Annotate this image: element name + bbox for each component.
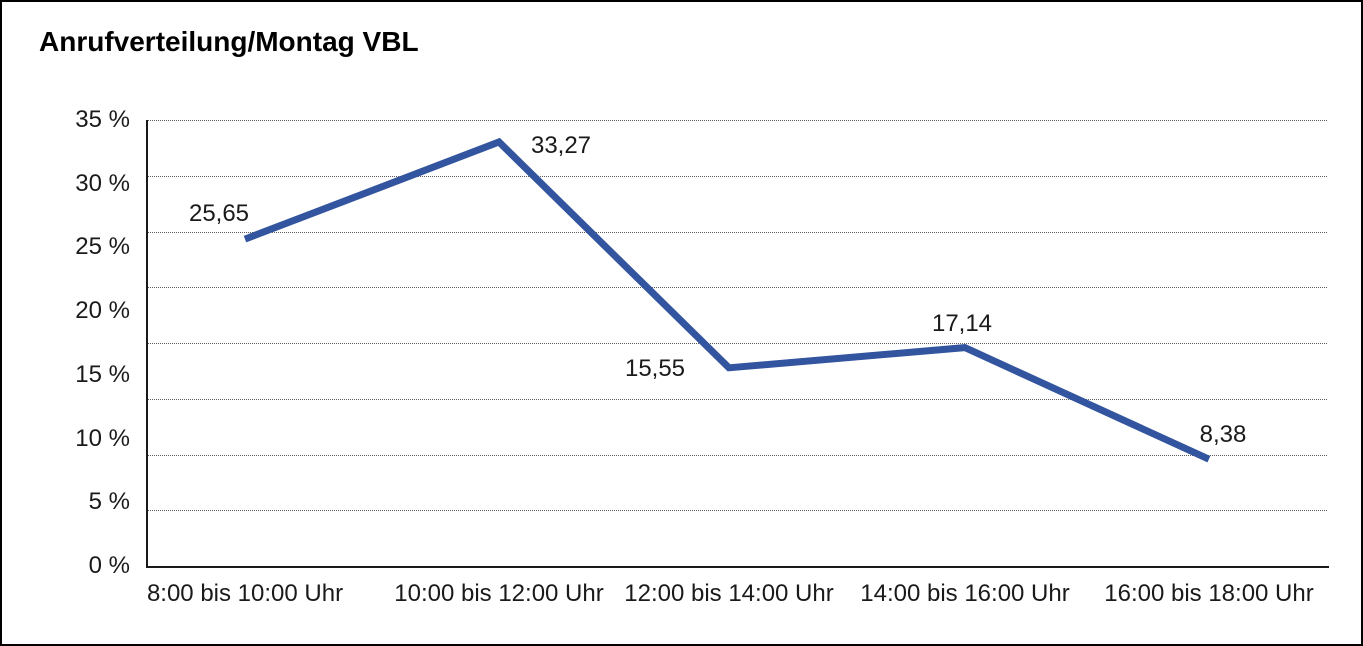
y-tick-label: 25 %: [75, 233, 130, 260]
gridline: [146, 232, 1327, 233]
gridline: [146, 120, 1327, 121]
y-axis-line: [146, 120, 148, 568]
x-tick-label: 10:00 bis 12:00 Uhr: [394, 580, 604, 607]
gridline: [146, 176, 1327, 177]
x-tick-label: 16:00 bis 18:00 Uhr: [1104, 580, 1314, 607]
gridline: [146, 399, 1327, 400]
y-tick-label: 20 %: [75, 297, 130, 324]
data-label: 33,27: [530, 132, 592, 159]
chart-title: Anrufverteilung/Montag VBL: [39, 26, 419, 57]
x-tick-label: 14:00 bis 16:00 Uhr: [860, 580, 1070, 607]
y-tick-label: 35 %: [75, 106, 130, 133]
gridline: [146, 455, 1327, 456]
data-label: 17,14: [931, 310, 993, 337]
y-tick-label: 10 %: [75, 425, 130, 452]
gridline: [146, 510, 1327, 511]
x-tick-label: 8:00 bis 10:00 Uhr: [146, 580, 344, 607]
gridline: [146, 287, 1327, 288]
y-tick-label: 5 %: [88, 488, 130, 515]
series-line: [243, 137, 1211, 463]
y-tick-label: 15 %: [75, 361, 130, 388]
y-tick-label: 0 %: [88, 552, 130, 579]
y-tick-label: 30 %: [75, 170, 130, 197]
x-tick-label: 12:00 bis 14:00 Uhr: [624, 580, 834, 607]
data-label: 25,65: [188, 200, 250, 227]
data-label: 15,55: [624, 355, 686, 382]
x-axis-line: [146, 566, 1329, 568]
gridline: [146, 343, 1327, 344]
data-label: 8,38: [1199, 421, 1247, 448]
